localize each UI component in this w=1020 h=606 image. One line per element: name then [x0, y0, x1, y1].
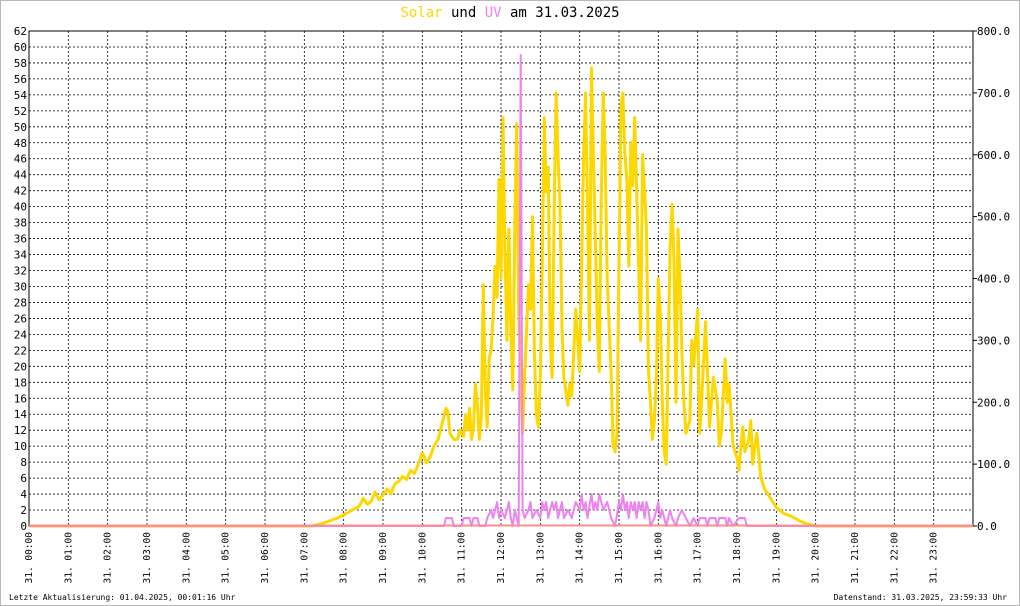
y-left-tick-label: 2: [20, 504, 27, 517]
x-tick-label: 31. 15:00: [614, 532, 625, 584]
y-left-tick-label: 32: [14, 265, 27, 278]
y-left-tick-label: 56: [14, 73, 27, 86]
y-left-tick-label: 10: [14, 440, 27, 453]
x-tick-label: 31. 06:00: [260, 532, 271, 584]
y-left-tick-label: 4: [20, 488, 27, 501]
y-left-tick-label: 48: [14, 137, 27, 150]
x-tick-label: 31. 14:00: [575, 532, 586, 584]
y-right-tick-label: 800.0: [977, 25, 1010, 38]
x-tick-label: 31. 09:00: [378, 532, 389, 584]
y-left-tick-label: 18: [14, 376, 27, 389]
y-right-tick-label: 300.0: [977, 334, 1010, 347]
title-und: und: [442, 5, 485, 21]
y-left-tick-label: 38: [14, 217, 27, 230]
footer-data-status: Datenstand: 31.03.2025, 23:59:33 Uhr: [833, 593, 1007, 602]
y-left-tick-label: 58: [14, 57, 27, 70]
x-tick-label: 31. 00:00: [24, 532, 35, 584]
y-right-tick-label: 700.0: [977, 87, 1010, 100]
series-line-uv: [29, 54, 973, 527]
y-right-tick-label: 200.0: [977, 396, 1010, 409]
x-tick-label: 31. 04:00: [181, 532, 192, 584]
y-left-tick-label: 12: [14, 424, 27, 437]
y-left-tick-label: 52: [14, 105, 27, 118]
x-tick-label: 31. 12:00: [496, 532, 507, 584]
series-line-solar: [29, 66, 973, 528]
y-right-tick-label: 400.0: [977, 273, 1010, 286]
y-left-tick-label: 14: [14, 408, 28, 421]
y-right-tick-label: 600.0: [977, 149, 1010, 162]
x-tick-label: 31. 03:00: [142, 532, 153, 584]
y-left-tick-label: 46: [14, 153, 27, 166]
x-tick-label: 31. 21:00: [850, 532, 861, 584]
x-tick-label: 31. 18:00: [732, 532, 743, 584]
y-left-tick-label: 34: [14, 249, 28, 262]
y-left-tick-label: 28: [14, 296, 27, 309]
x-tick-label: 31. 19:00: [771, 532, 782, 584]
y-left-tick-label: 42: [14, 185, 27, 198]
y-left-tick-label: 0: [20, 520, 27, 533]
title-solar: Solar: [400, 5, 443, 21]
y-left-tick-label: 50: [14, 121, 27, 134]
x-tick-label: 31. 16:00: [653, 532, 664, 584]
y-left-tick-label: 6: [20, 472, 27, 485]
y-left-tick-label: 44: [14, 169, 28, 182]
x-tick-label: 31. 13:00: [535, 532, 546, 584]
x-tick-label: 31. 11:00: [457, 532, 468, 584]
y-left-tick-label: 60: [14, 41, 27, 54]
x-tick-label: 31. 20:00: [811, 532, 822, 584]
x-tick-label: 31. 22:00: [889, 532, 900, 584]
x-tick-label: 31. 01:00: [63, 532, 74, 584]
title-uv: UV: [484, 5, 502, 21]
y-right-tick-label: 500.0: [977, 211, 1010, 224]
x-tick-label: 31. 10:00: [417, 532, 428, 584]
x-tick-label: 31. 08:00: [339, 532, 350, 584]
y-left-tick-label: 22: [14, 344, 27, 357]
y-left-tick-label: 8: [20, 456, 27, 469]
footer-last-update: Letzte Aktualisierung: 01.04.2025, 00:01…: [9, 593, 236, 602]
x-tick-label: 31. 17:00: [693, 532, 704, 584]
x-tick-label: 31. 05:00: [221, 532, 232, 584]
chart-title: Solar und UV am 31.03.2025: [1, 5, 1019, 21]
y-left-tick-label: 62: [14, 25, 27, 38]
y-left-tick-label: 36: [14, 233, 27, 246]
y-left-tick-label: 54: [14, 89, 28, 102]
y-left-tick-label: 24: [14, 328, 28, 341]
y-left-tick-label: 16: [14, 392, 27, 405]
y-left-tick-label: 40: [14, 201, 27, 214]
x-tick-label: 31. 07:00: [299, 532, 310, 584]
title-rest: am 31.03.2025: [501, 5, 620, 21]
x-tick-label: 31. 23:00: [929, 532, 940, 584]
y-right-tick-label: 0.0: [977, 520, 997, 533]
y-left-tick-label: 26: [14, 312, 27, 325]
y-right-tick-label: 100.0: [977, 458, 1010, 471]
y-left-tick-label: 30: [14, 280, 27, 293]
x-tick-label: 31. 02:00: [103, 532, 114, 584]
y-left-tick-label: 20: [14, 360, 27, 373]
